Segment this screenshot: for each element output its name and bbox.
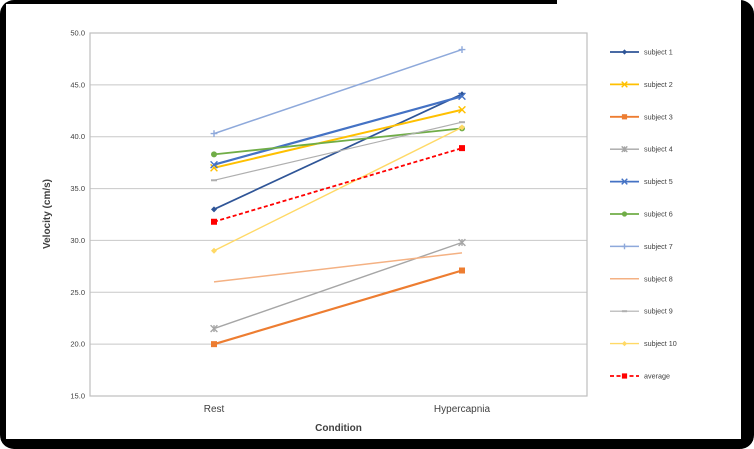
series-line-subject-8 [213,252,463,283]
series-line-subject-2 [213,108,463,169]
y-tick-label: 50.0 [70,29,85,38]
series-marker [458,92,466,101]
series-line-subject-6 [213,127,463,156]
series-marker [621,373,628,379]
legend-label: subject 6 [644,210,673,219]
y-tick-label: 45.0 [70,80,85,89]
legend-item: subject 7 [610,242,673,251]
legend-label: subject 9 [644,307,673,316]
series-marker [459,267,465,274]
legend-item: subject 9 [610,307,673,316]
plot-border [89,32,588,397]
legend-item: average [610,372,670,381]
legend-item: subject 5 [610,177,673,186]
axis-title-x: Condition [315,423,362,434]
series-marker [211,206,217,213]
legend-item: subject 2 [610,80,673,89]
y-tick-label: 20.0 [70,340,85,349]
series-line-average [213,147,463,223]
series-line-subject-10 [213,126,463,252]
series-marker [458,105,466,114]
series-marker [621,178,628,185]
legend-label: subject 8 [644,274,673,283]
legend-label: subject 2 [644,80,673,89]
series-line-subject-9 [213,121,463,181]
legend-label: subject 7 [644,242,673,251]
series-marker [621,114,628,120]
series-marker [211,151,217,158]
series-marker [621,341,628,347]
y-tick-label: 35.0 [70,184,85,193]
series-marker [210,130,218,138]
series-line-subject-5 [213,95,463,166]
series-marker [211,247,217,254]
series-marker [210,163,218,172]
series-marker [621,49,628,55]
y-tick-label: 15.0 [70,392,85,401]
frame-bottom-bar [0,439,754,449]
legend-label: subject 1 [644,48,673,57]
series-marker [210,324,218,333]
y-tick-label: 30.0 [70,236,85,245]
legend-label: subject 5 [644,177,673,186]
y-tick-label: 25.0 [70,288,85,297]
frame-top-bar [0,0,557,4]
series-line-subject-4 [213,241,463,330]
legend-item: subject 8 [610,274,673,283]
series-marker [211,341,217,348]
x-axis-label: Rest [204,404,225,415]
series-line-subject-7 [213,48,463,135]
legend-label: subject 3 [644,112,673,121]
series-line-subject-3 [213,269,463,346]
legend-label: subject 10 [644,339,677,348]
x-axis-label: Hypercapnia [434,404,491,415]
y-tick-label: 40.0 [70,132,85,141]
series-marker [621,81,628,88]
series-marker [621,145,628,153]
series-marker [211,218,217,225]
frame-left-bar [0,0,6,449]
legend-item: subject 6 [610,210,673,219]
series-marker [621,211,628,217]
series-marker [210,160,218,169]
legend-item: subject 1 [610,48,673,57]
axis-title-y: Velocity (cm/s) [42,179,53,249]
legend-item: subject 10 [610,339,677,348]
series-marker [621,243,628,250]
frame-right-bar [741,0,754,449]
legend-label: subject 4 [644,145,673,154]
legend-item: subject 3 [610,112,673,121]
series-marker [458,238,466,247]
series-marker [459,145,465,152]
series-marker [458,46,466,53]
legend-item: subject 4 [610,145,673,154]
legend-label: average [644,372,670,381]
series-marker [459,124,465,131]
